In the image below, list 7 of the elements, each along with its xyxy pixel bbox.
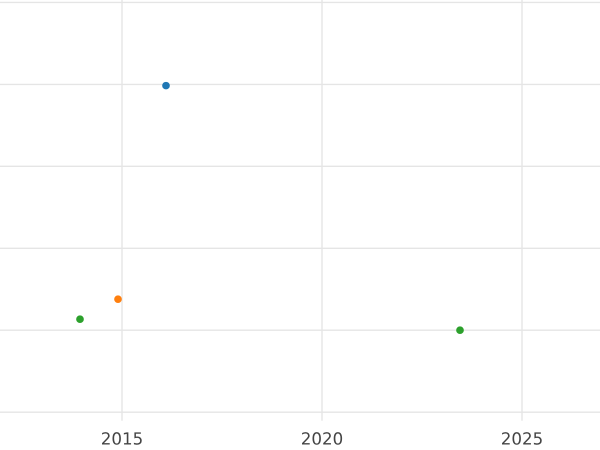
point (114, 295, 122, 303)
point (162, 82, 170, 90)
point (76, 315, 84, 324)
x-tick-label: 2020 (302, 432, 342, 445)
x-tick-label: 2025 (502, 432, 542, 445)
point (456, 326, 464, 334)
x-tick-label: 2015 (102, 432, 142, 445)
